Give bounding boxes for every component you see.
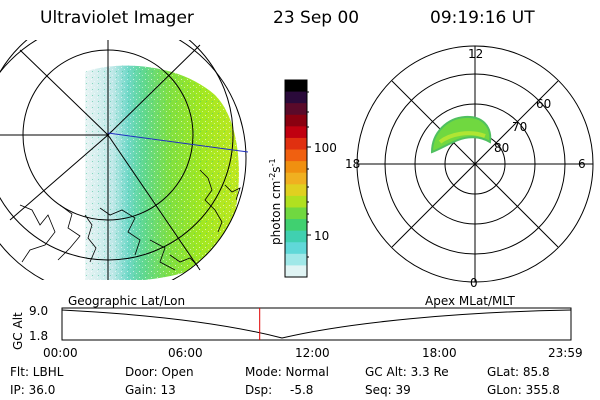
colorbar-cell — [285, 219, 307, 232]
colorbar-cell — [285, 80, 307, 93]
mode-info: Mode: Normal — [245, 365, 329, 379]
polar-diagonal — [391, 80, 559, 248]
ip-info: IP: 36.0 — [10, 383, 56, 397]
polar-label-80: 80 — [494, 141, 510, 155]
colorbar-cell — [285, 242, 307, 255]
colorbar-cell — [285, 172, 307, 185]
time-tick-0600: 06:00 — [168, 346, 203, 360]
colorbar-tick-100: 100 — [314, 141, 337, 155]
gc-alt-info: GC Alt: 3.3 Re — [365, 365, 449, 379]
altitude-plot-frame — [61, 307, 572, 341]
geographic-image — [0, 40, 249, 280]
gain-info: Gain: 13 — [125, 383, 176, 397]
glat-info: GLat: 85.8 — [487, 365, 550, 379]
colorbar-cell — [285, 137, 307, 151]
glon-info: GLon: 355.8 — [487, 383, 560, 397]
coastlines — [19, 169, 241, 271]
altitude-plot — [61, 307, 572, 341]
altitude-axis-label: GC Alt — [11, 312, 25, 350]
polar-plot — [356, 45, 594, 283]
meridian-line — [107, 44, 201, 136]
colorbar-cell — [285, 195, 307, 209]
polar-label-6: 6 — [578, 157, 586, 171]
polar-label-60: 60 — [536, 97, 552, 111]
dsp-label: Dsp: — [245, 383, 273, 397]
right-panel-caption: Apex MLat/MLT — [425, 294, 515, 308]
terminator-line — [107, 132, 249, 153]
time-label: 09:19:16 UT — [430, 8, 535, 28]
colorbar — [284, 79, 311, 278]
time-tick-1200: 12:00 — [295, 346, 330, 360]
colorbar-cell — [285, 161, 307, 174]
meridian-line — [19, 49, 109, 136]
colorbar-tick-10: 10 — [314, 229, 330, 243]
colorbar-cell — [285, 149, 307, 162]
polar-label-12: 12 — [468, 47, 484, 61]
colorbar-cell — [285, 184, 307, 197]
time-tick-0000: 00:00 — [43, 346, 78, 360]
seq-info: Seq: 39 — [365, 383, 411, 397]
meridian-line — [9, 134, 109, 221]
altitude-curve — [61, 309, 572, 339]
filter-info: Flt: LBHL — [10, 365, 64, 379]
altitude-tick-low: 1.8 — [29, 329, 49, 343]
colorbar-cell — [285, 207, 307, 220]
colorbar-cell — [285, 230, 307, 243]
colorbar-label: photon cm-2s-1 — [268, 158, 283, 245]
colorbar-cell — [285, 253, 307, 267]
altitude-tick-high: 9.0 — [29, 304, 49, 318]
colorbar-ticks — [307, 91, 311, 258]
instrument-title: Ultraviolet Imager — [40, 8, 194, 28]
polar-label-18: 18 — [345, 157, 361, 171]
colorbar-cell — [285, 114, 307, 127]
polar-label-0: 0 — [470, 276, 478, 290]
colorbar-cell — [285, 91, 307, 104]
colorbar-cell — [285, 126, 307, 139]
earth-limb — [0, 40, 247, 280]
dsp-value: -5.8 — [290, 383, 314, 397]
colorbar-cell — [285, 265, 307, 278]
left-panel-caption: Geographic Lat/Lon — [68, 294, 186, 308]
date-label: 23 Sep 00 — [273, 8, 360, 28]
door-info: Door: Open — [125, 365, 194, 379]
time-tick-1800: 18:00 — [422, 346, 457, 360]
colorbar-cell — [285, 103, 307, 116]
polar-label-70: 70 — [512, 120, 528, 134]
meridian-line — [107, 134, 201, 271]
time-tick-2359: 23:59 — [548, 346, 583, 360]
